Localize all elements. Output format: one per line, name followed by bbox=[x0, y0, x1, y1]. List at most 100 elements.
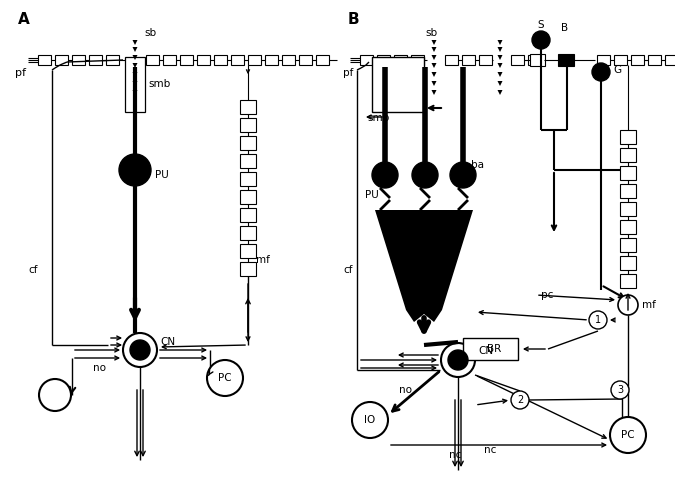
Bar bbox=[394, 55, 407, 65]
Polygon shape bbox=[431, 72, 437, 77]
Polygon shape bbox=[497, 55, 502, 60]
Text: CN: CN bbox=[478, 346, 493, 356]
Polygon shape bbox=[132, 90, 138, 95]
Text: PC: PC bbox=[621, 430, 634, 440]
Circle shape bbox=[450, 162, 476, 188]
Bar bbox=[620, 202, 636, 216]
Bar bbox=[463, 338, 518, 360]
Bar bbox=[240, 136, 256, 150]
Bar bbox=[511, 55, 524, 65]
Bar bbox=[72, 55, 85, 65]
Circle shape bbox=[511, 391, 529, 409]
Text: CN: CN bbox=[160, 337, 175, 347]
Bar bbox=[240, 244, 256, 258]
Circle shape bbox=[372, 162, 398, 188]
Polygon shape bbox=[497, 40, 502, 45]
Polygon shape bbox=[132, 40, 138, 45]
Bar bbox=[240, 262, 256, 276]
Bar bbox=[462, 55, 475, 65]
Text: B: B bbox=[562, 23, 568, 33]
Polygon shape bbox=[431, 63, 437, 68]
Bar bbox=[360, 55, 373, 65]
Bar bbox=[558, 54, 574, 66]
Bar bbox=[106, 55, 119, 65]
Polygon shape bbox=[132, 81, 138, 86]
Bar bbox=[214, 55, 227, 65]
Bar bbox=[620, 184, 636, 198]
Polygon shape bbox=[132, 55, 138, 60]
Text: cf: cf bbox=[28, 265, 38, 275]
Text: nc: nc bbox=[449, 450, 461, 460]
Text: S: S bbox=[538, 20, 544, 30]
Circle shape bbox=[123, 333, 157, 367]
Bar bbox=[372, 57, 424, 112]
Bar bbox=[620, 166, 636, 180]
Circle shape bbox=[119, 154, 151, 186]
Text: G: G bbox=[613, 65, 621, 75]
Bar bbox=[89, 55, 102, 65]
Bar bbox=[240, 154, 256, 168]
Bar bbox=[620, 220, 636, 234]
Text: PU: PU bbox=[155, 170, 169, 180]
Bar bbox=[125, 57, 145, 112]
Bar bbox=[528, 55, 541, 65]
Bar bbox=[620, 148, 636, 162]
Bar bbox=[240, 100, 256, 114]
Text: mf: mf bbox=[256, 255, 270, 265]
Text: BR: BR bbox=[487, 344, 501, 354]
Polygon shape bbox=[497, 72, 502, 77]
Bar bbox=[146, 55, 159, 65]
Bar bbox=[240, 208, 256, 222]
Circle shape bbox=[207, 360, 243, 396]
Polygon shape bbox=[132, 72, 138, 77]
Polygon shape bbox=[497, 47, 502, 52]
Text: cf: cf bbox=[343, 265, 352, 275]
Circle shape bbox=[618, 295, 638, 315]
Circle shape bbox=[611, 381, 629, 399]
Text: sb: sb bbox=[425, 28, 437, 38]
Bar bbox=[445, 55, 458, 65]
Text: pc: pc bbox=[541, 290, 554, 300]
Bar bbox=[316, 55, 329, 65]
Bar bbox=[377, 55, 390, 65]
Circle shape bbox=[589, 311, 607, 329]
Text: 3: 3 bbox=[617, 385, 623, 395]
Bar bbox=[38, 55, 51, 65]
Circle shape bbox=[352, 402, 388, 438]
Bar bbox=[620, 238, 636, 252]
Bar bbox=[411, 55, 424, 65]
Text: sb: sb bbox=[144, 28, 156, 38]
Polygon shape bbox=[431, 47, 437, 52]
Text: nc: nc bbox=[484, 445, 496, 455]
Polygon shape bbox=[497, 90, 502, 95]
Bar bbox=[55, 55, 68, 65]
Text: PU: PU bbox=[365, 190, 379, 200]
Polygon shape bbox=[375, 210, 473, 322]
Bar bbox=[631, 55, 644, 65]
Bar bbox=[299, 55, 312, 65]
Bar bbox=[282, 55, 295, 65]
Circle shape bbox=[39, 379, 71, 411]
Bar bbox=[248, 55, 261, 65]
Polygon shape bbox=[497, 63, 502, 68]
Bar bbox=[665, 55, 675, 65]
Circle shape bbox=[532, 31, 550, 49]
Polygon shape bbox=[497, 81, 502, 86]
Bar bbox=[240, 172, 256, 186]
Circle shape bbox=[412, 162, 438, 188]
Bar bbox=[240, 226, 256, 240]
Circle shape bbox=[610, 417, 646, 453]
Text: no: no bbox=[398, 385, 412, 395]
Polygon shape bbox=[431, 55, 437, 60]
Bar bbox=[265, 55, 278, 65]
Bar bbox=[231, 55, 244, 65]
Polygon shape bbox=[132, 47, 138, 52]
Text: A: A bbox=[18, 12, 30, 28]
Polygon shape bbox=[132, 63, 138, 68]
Polygon shape bbox=[431, 81, 437, 86]
Circle shape bbox=[441, 343, 475, 377]
Text: ba: ba bbox=[471, 160, 484, 170]
Bar bbox=[479, 55, 492, 65]
Bar bbox=[614, 55, 627, 65]
Text: no: no bbox=[94, 363, 107, 373]
